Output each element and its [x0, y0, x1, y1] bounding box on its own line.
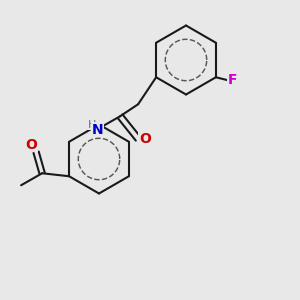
- Text: O: O: [26, 138, 38, 152]
- Text: H: H: [87, 120, 96, 130]
- Text: O: O: [139, 132, 151, 146]
- Text: F: F: [228, 73, 237, 87]
- Text: N: N: [92, 123, 103, 137]
